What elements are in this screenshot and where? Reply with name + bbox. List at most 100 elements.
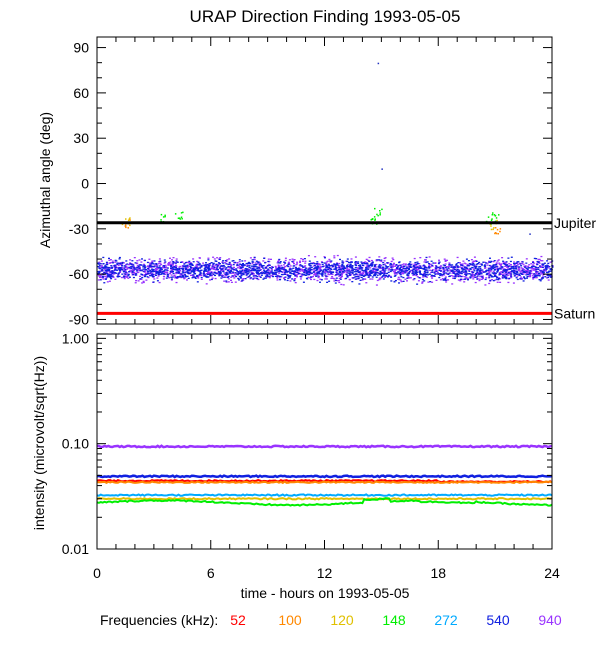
azimuth-point-540 <box>113 265 116 267</box>
azimuth-point-540 <box>293 271 296 273</box>
azimuth-point-940 <box>138 259 141 261</box>
azimuth-point-940 <box>110 262 113 264</box>
azimuth-point-540 <box>296 268 299 270</box>
azimuth-point-940 <box>480 278 483 280</box>
azimuth-point-540 <box>202 272 205 274</box>
azimuth-point-940 <box>274 265 277 268</box>
azimuth-point-540 <box>416 263 419 265</box>
azimuth-point-540 <box>257 269 260 271</box>
azimuth-point-940 <box>241 269 244 271</box>
azimuth-point-540 <box>523 270 526 273</box>
azimuth-point-940 <box>517 269 520 271</box>
azimuth-point-100 <box>499 228 502 230</box>
azimuth-point-940 <box>404 264 407 266</box>
azimuth-point-540 <box>453 277 456 280</box>
azimuth-point-940 <box>485 277 488 279</box>
azimuth-point-940 <box>416 268 419 271</box>
azimuth-point-940 <box>459 274 462 277</box>
azimuth-point-540 <box>257 262 260 264</box>
azimuth-point-540 <box>205 265 208 267</box>
azimuth-point-540 <box>461 267 464 269</box>
azimuth-point-540 <box>379 270 382 273</box>
azimuth-point-940 <box>506 265 509 268</box>
azimuth-point-540 <box>460 271 463 273</box>
intensity-y-tick-label: 1.00 <box>62 330 89 346</box>
azimuth-point-540 <box>241 280 244 282</box>
azimuth-point-940 <box>373 271 376 273</box>
azimuth-point-540 <box>218 258 221 260</box>
azimuth-point-540 <box>151 262 154 264</box>
azimuth-point-540 <box>166 275 169 278</box>
azimuth-point-940 <box>474 273 477 275</box>
azimuth-point-540 <box>434 273 437 275</box>
azimuth-point-540 <box>225 267 228 269</box>
azimuth-point-540 <box>303 271 306 274</box>
azimuth-point-540 <box>240 274 243 277</box>
azimuth-point-940 <box>136 262 139 264</box>
azimuth-point-940 <box>341 266 344 268</box>
azimuth-point-540 <box>424 275 427 277</box>
azimuth-point-540 <box>284 269 287 271</box>
azimuth-point-940 <box>238 261 241 263</box>
intensity-lines <box>96 444 553 507</box>
azimuth-point-940 <box>408 265 411 267</box>
azimuth-point-540 <box>186 264 189 266</box>
azimuth-point-940 <box>395 268 397 270</box>
azimuth-point-540 <box>114 272 116 274</box>
azimuth-point-940 <box>308 273 311 275</box>
azimuth-point-540 <box>535 269 538 271</box>
azimuth-point-940 <box>533 262 536 264</box>
azimuth-point-940 <box>257 274 260 276</box>
azimuth-point-940 <box>541 260 544 262</box>
azimuth-point-940 <box>338 277 341 280</box>
azimuth-point-540 <box>143 264 146 267</box>
azimuth-point-540 <box>306 274 309 276</box>
azimuth-point-540 <box>235 275 238 278</box>
azimuth-point-940 <box>367 259 370 261</box>
azimuth-point-940 <box>314 274 317 276</box>
azimuth-point-540 <box>538 274 541 276</box>
azimuth-point-940 <box>497 259 500 261</box>
azimuth-point-940 <box>253 258 256 261</box>
azimuth-point-540 <box>425 267 428 269</box>
azimuth-point-940 <box>499 278 502 280</box>
azimuth-point-540 <box>256 267 259 270</box>
azimuth-point-540 <box>371 276 374 278</box>
azimuth-point-540 <box>304 274 307 276</box>
azimuth-point-540 <box>310 268 313 270</box>
azimuth-point-540 <box>362 264 364 266</box>
azimuth-y-tick-label: 90 <box>73 40 89 56</box>
azimuth-point-940 <box>369 267 372 269</box>
azimuth-point-540 <box>244 278 247 280</box>
azimuth-point-540 <box>200 265 203 267</box>
azimuth-point-540 <box>331 271 334 274</box>
azimuth-point-540 <box>328 280 331 282</box>
azimuth-point-540 <box>496 270 499 272</box>
azimuth-point-940 <box>198 275 201 277</box>
azimuth-point-940 <box>498 271 501 274</box>
x-tick-label: 0 <box>93 565 101 581</box>
azimuth-point-940 <box>175 272 178 275</box>
azimuth-point-540 <box>474 276 477 278</box>
azimuth-point-540 <box>460 272 463 275</box>
azimuth-point-540 <box>111 267 113 269</box>
azimuth-point-540 <box>425 273 428 276</box>
azimuth-point-540 <box>180 276 183 278</box>
azimuth-point-540 <box>153 266 156 268</box>
azimuth-point-540 <box>351 272 354 274</box>
azimuth-point-540 <box>433 272 436 274</box>
azimuth-point-540 <box>182 269 184 271</box>
azimuth-point-540 <box>374 268 377 270</box>
azimuth-point-540 <box>157 272 160 274</box>
azimuth-point-540 <box>246 270 249 273</box>
azimuth-point-540 <box>254 266 257 268</box>
azimuth-point-540 <box>521 273 524 275</box>
azimuth-point-940 <box>438 259 440 261</box>
azimuth-point-540 <box>407 274 410 276</box>
azimuth-point-940 <box>538 258 541 261</box>
azimuth-point-540 <box>310 266 313 268</box>
azimuth-point-940 <box>234 281 237 283</box>
azimuth-point-540 <box>123 265 126 267</box>
azimuth-point-540 <box>129 263 132 265</box>
azimuth-point-940 <box>211 274 214 276</box>
